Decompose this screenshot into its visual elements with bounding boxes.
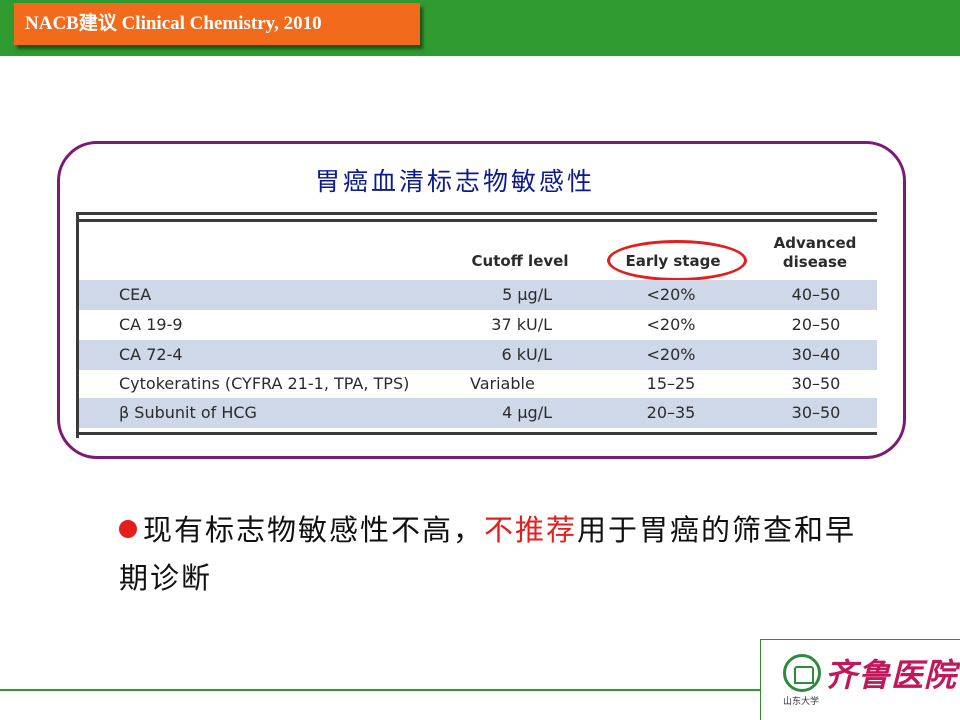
marker-name: CA 72-4 [119, 345, 183, 364]
cutoff-value: 5 μg/L [502, 285, 552, 304]
early-stage-value: <20% [646, 285, 696, 304]
table-bottom-rule [76, 432, 877, 435]
bullet-dot-icon [119, 520, 137, 538]
early-stage-value: <20% [646, 315, 696, 334]
advanced-value: 30–40 [791, 345, 841, 364]
footer-line [0, 689, 960, 691]
header-badge: NACB建议 Clinical Chemistry, 2010 [14, 3, 420, 45]
table-row: CA 19-9 37 kU/L <20% 20–50 [79, 310, 877, 340]
university-name: 山东大学 [783, 697, 820, 707]
bullet-text-part1: 现有标志物敏感性不高， [143, 513, 485, 547]
cutoff-value: 37 kU/L [491, 315, 552, 334]
early-stage-highlight-ellipse [607, 240, 747, 281]
table-row: Cytokeratins (CYFRA 21-1, TPA, TPS) Vari… [79, 369, 877, 399]
table-left-rule [76, 212, 79, 438]
marker-name: Cytokeratins (CYFRA 21-1, TPA, TPS) [119, 374, 410, 393]
header-cutoff-level: Cutoff level [471, 252, 569, 270]
bullet-point: 现有标志物敏感性不高，不推荐用于胃癌的筛查和早期诊断 [119, 506, 879, 602]
panel-title: 胃癌血清标志物敏感性 [314, 167, 595, 196]
early-stage-value: 20–35 [646, 403, 696, 422]
header-advanced-disease: Advanced disease [755, 234, 875, 272]
early-stage-value: 15–25 [646, 374, 696, 393]
advanced-value: 30–50 [791, 403, 841, 422]
hospital-logo-text: 齐鲁医院 [825, 656, 958, 694]
table-row: β Subunit of HCG 4 μg/L 20–35 30–50 [79, 398, 877, 428]
early-stage-value: <20% [646, 345, 696, 364]
university-seal-icon [783, 654, 821, 692]
marker-name: CA 19-9 [119, 315, 183, 334]
advanced-value: 40–50 [791, 285, 841, 304]
cutoff-value: 6 kU/L [501, 345, 552, 364]
cutoff-value: Variable [470, 374, 535, 393]
advanced-value: 30–50 [791, 374, 841, 393]
table-row: CEA 5 μg/L <20% 40–50 [79, 280, 877, 310]
table-top-rule [76, 212, 877, 215]
header-advanced-line1: Advanced [773, 234, 857, 252]
marker-name: β Subunit of HCG [119, 403, 257, 422]
bullet-text-part2: 用于胃癌的筛查和早期诊断 [119, 513, 857, 595]
header-advanced-line2: disease [782, 253, 848, 271]
marker-name: CEA [119, 285, 152, 304]
bullet-highlight-text: 不推荐 [484, 513, 578, 547]
table-row: CA 72-4 6 kU/L <20% 30–40 [79, 340, 877, 370]
table-top-rule-inner [76, 219, 877, 222]
advanced-value: 20–50 [791, 315, 841, 334]
cutoff-value: 4 μg/L [502, 403, 552, 422]
